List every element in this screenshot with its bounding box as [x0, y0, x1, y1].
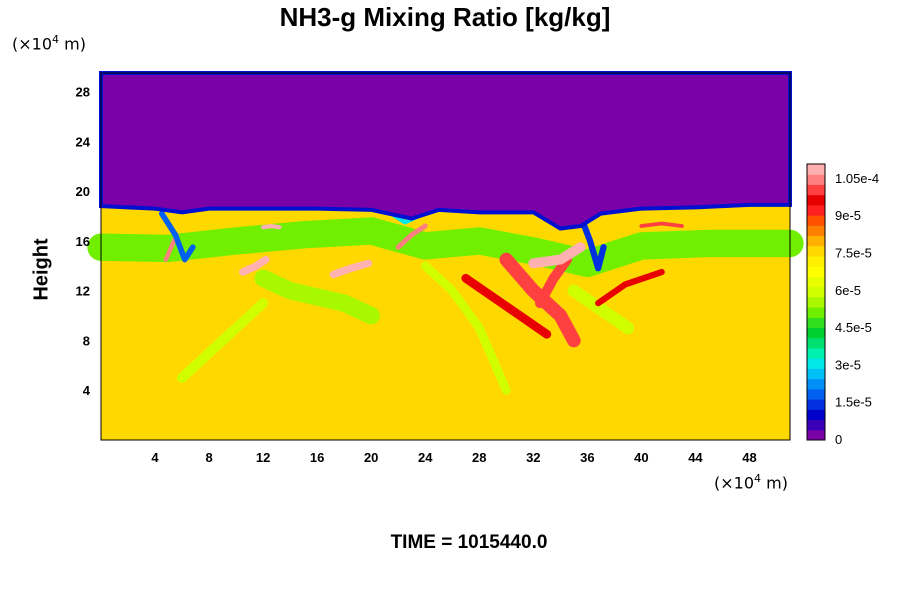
- x-tick-label: 24: [418, 450, 433, 465]
- colorbar-swatch: [807, 337, 825, 349]
- y-tick-label: 28: [76, 85, 90, 100]
- plot-frame: [100, 72, 791, 441]
- x-tick-label: 4: [151, 450, 159, 465]
- heatmap-field: [87, 71, 804, 440]
- colorbar-swatch: [807, 327, 825, 339]
- colorbar-swatch: [807, 358, 825, 369]
- chart-title: NH3-g Mixing Ratio [kg/kg]: [279, 2, 611, 32]
- y-tick-label: 8: [83, 333, 90, 348]
- y-tick-label: 16: [76, 234, 90, 249]
- colorbar-swatch: [807, 215, 825, 226]
- colorbar-tick-label: 4.5e-5: [835, 320, 872, 335]
- colorbar-tick-label: 1.05e-4: [835, 171, 879, 186]
- colorbar-swatch: [807, 184, 825, 196]
- feature-high-6: [461, 273, 552, 339]
- feature-low-17: [577, 212, 607, 272]
- colorbar-swatch: [807, 225, 825, 237]
- feature-high-10: [329, 259, 373, 279]
- feature-mid-4: [567, 284, 635, 335]
- x-tick-label: 36: [580, 450, 594, 465]
- colorbar-swatch: [807, 419, 825, 431]
- colorbar-swatch: [807, 245, 825, 257]
- colorbar-swatch: [807, 174, 825, 185]
- x-tick-label: 48: [742, 450, 756, 465]
- colorbar-swatch: [807, 296, 825, 308]
- y-axis-ticks: 4 8 12 16 20 24 28: [76, 85, 91, 399]
- colorbar-swatch: [807, 235, 825, 247]
- feature-mid-2: [177, 298, 269, 383]
- y-tick-label: 20: [76, 184, 90, 199]
- y-tick-label: 12: [76, 284, 90, 299]
- colorbar-tick-label: 0: [835, 432, 842, 447]
- colorbar-swatch: [807, 399, 825, 410]
- feature-high-9: [528, 242, 586, 269]
- x-tick-label: 32: [526, 450, 540, 465]
- colorbar-tick-label: 7.5e-5: [835, 246, 872, 261]
- colorbar-swatch: [807, 194, 825, 206]
- colorbar-frame: [806, 163, 826, 441]
- colorbar-swatch: [807, 378, 825, 390]
- colorbar-swatch: [807, 317, 825, 329]
- feature-low-16: [158, 210, 196, 263]
- colorbar-swatch: [807, 307, 825, 318]
- x-tick-label: 20: [364, 450, 378, 465]
- x-axis-unit: (×104 m): [714, 472, 788, 493]
- colorbar-swatch: [807, 276, 825, 288]
- colorbar-swatch: [807, 256, 825, 267]
- colorbar-tick-label: 1.5e-5: [835, 395, 872, 410]
- colorbar-swatch: [807, 388, 825, 400]
- upper-region: [99, 71, 792, 231]
- colorbar-labels: 0 1.5e-5 3e-5 4.5e-5 6e-5 7.5e-5 9e-5 1.05e-4: [835, 171, 879, 447]
- feature-mid-3: [420, 261, 511, 395]
- feature-high-5: [499, 252, 581, 348]
- colorbar-swatch: [807, 429, 825, 441]
- colorbar-swatch: [807, 164, 825, 175]
- x-axis-ticks: 4 8 12 16 20 24 28 32 36 40 44 48: [151, 450, 756, 465]
- colorbar-swatch: [807, 368, 825, 380]
- colorbar-swatch: [807, 266, 825, 277]
- colorbar-swatch: [807, 348, 825, 359]
- y-tick-label: 4: [83, 383, 91, 398]
- x-tick-label: 16: [310, 450, 324, 465]
- colorbar-swatch: [807, 409, 825, 421]
- feature-high-14: [639, 221, 684, 228]
- x-tick-label: 28: [472, 450, 486, 465]
- y-tick-label: 24: [76, 134, 91, 149]
- colorbar-tick-label: 9e-5: [835, 208, 861, 223]
- x-tick-label: 8: [205, 450, 212, 465]
- colorbar-swatches: [806, 163, 826, 441]
- feature-mid-0: [87, 217, 804, 278]
- feature-high-13: [260, 223, 282, 230]
- feature-high-7: [535, 254, 573, 309]
- feature-high-11: [239, 255, 270, 276]
- time-label: TIME = 1015440.0: [390, 532, 548, 553]
- feature-high-8: [595, 268, 665, 307]
- x-tick-label: 44: [688, 450, 703, 465]
- x-tick-label: 12: [256, 450, 270, 465]
- colorbar-swatch: [807, 204, 825, 216]
- y-axis-unit: (×104 m): [12, 33, 86, 54]
- colorbar-tick-label: 6e-5: [835, 283, 861, 298]
- x-tick-label: 40: [634, 450, 648, 465]
- feature-high-12: [395, 223, 428, 250]
- colorbar-tick-label: 3e-5: [835, 357, 861, 372]
- colorbar-swatch: [807, 286, 825, 298]
- feature-mid-1: [254, 269, 380, 325]
